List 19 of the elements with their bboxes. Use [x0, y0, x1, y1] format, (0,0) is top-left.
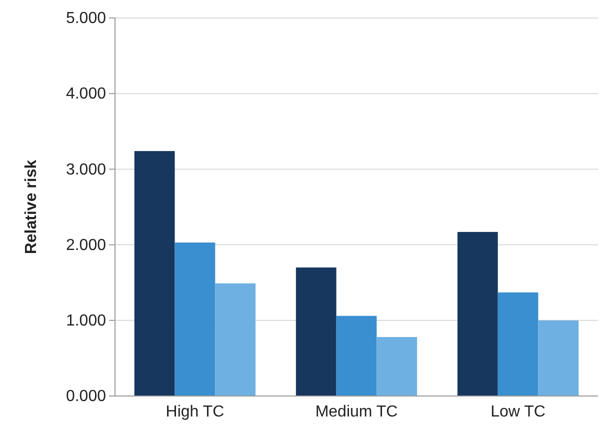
y-axis-title: Relative risk [23, 160, 40, 254]
bar [336, 316, 377, 396]
bar [457, 232, 498, 396]
x-tick-label: Medium TC [315, 404, 398, 421]
bar [174, 242, 216, 396]
bar [498, 292, 538, 396]
y-tick-label: 5.000 [66, 10, 106, 28]
y-tick-label: 0.000 [66, 388, 106, 406]
bar [215, 283, 256, 396]
bar [538, 320, 579, 396]
y-tick-label: 3.000 [66, 161, 106, 178]
y-tick-label: 1.000 [66, 312, 106, 330]
x-tick-label: High TC [166, 404, 224, 421]
y-tick-label: 2.000 [66, 236, 106, 254]
bar [376, 337, 418, 396]
bar [296, 267, 336, 396]
bar [134, 151, 175, 396]
y-tick-label: 4.000 [66, 86, 106, 103]
x-tick-label: Low TC [490, 404, 546, 421]
